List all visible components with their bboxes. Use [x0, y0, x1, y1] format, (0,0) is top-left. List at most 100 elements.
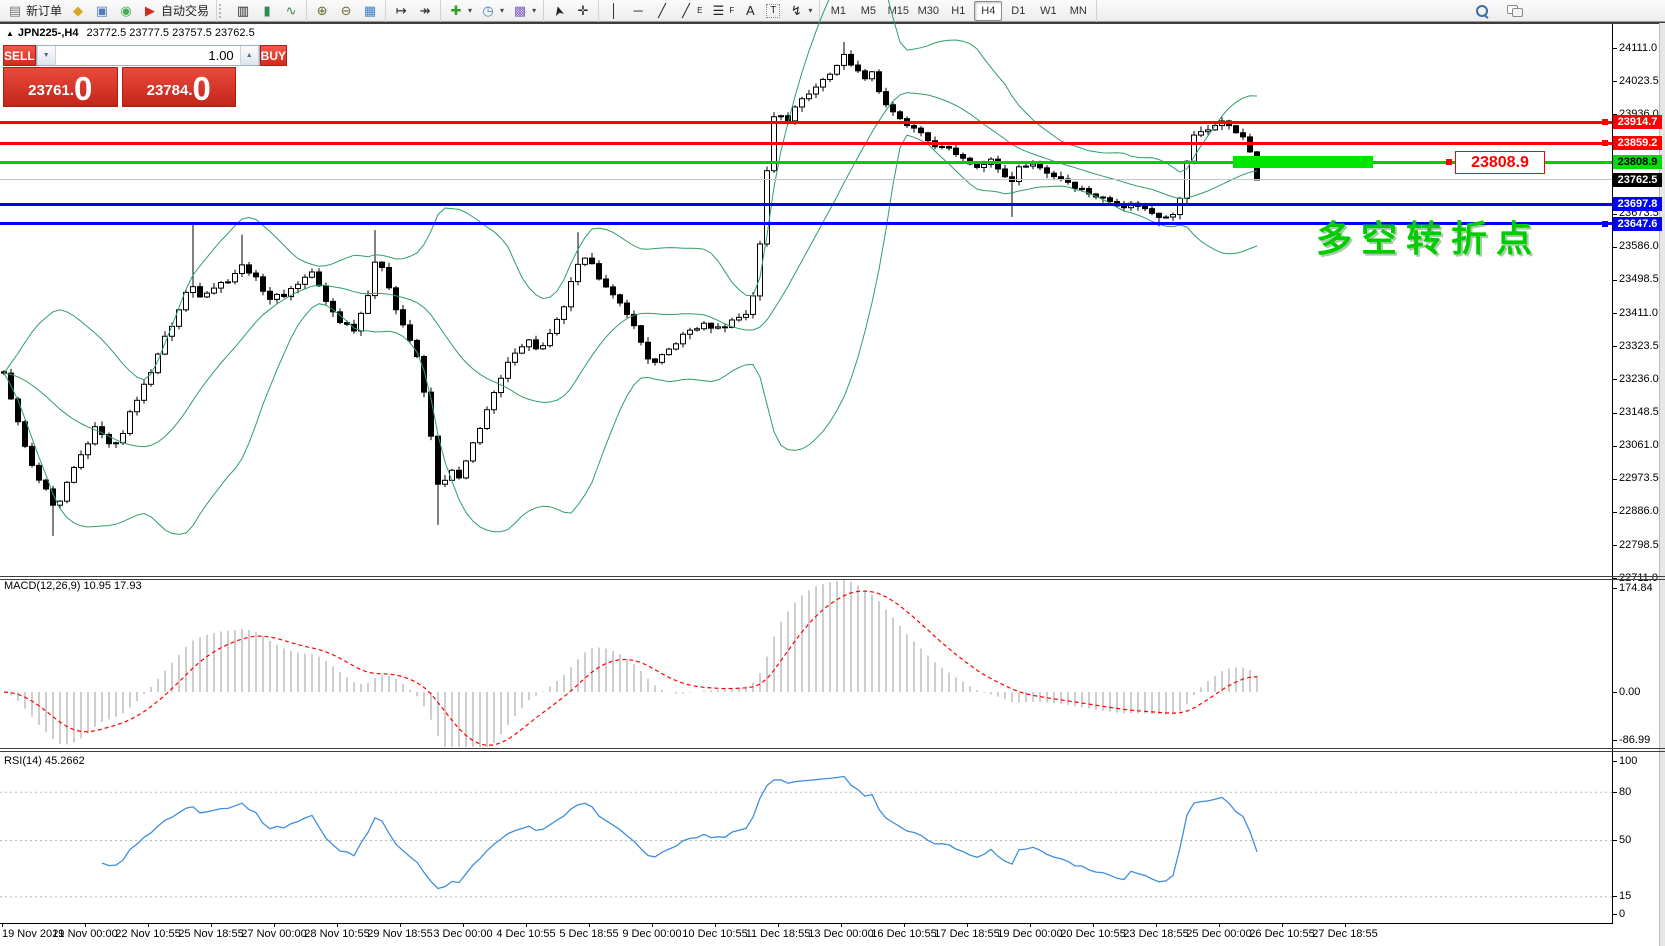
bb-lower	[3, 134, 1258, 535]
timeframe-w1[interactable]: W1	[1040, 4, 1057, 17]
one-click-trading-panel: SELL ▼ ▲ BUY 23761.0 23784.0	[3, 45, 288, 107]
auto-scroll-icon: ↦	[395, 2, 407, 18]
new-order-label: 新订单	[26, 4, 63, 18]
timeframe-m1[interactable]: M1	[830, 4, 846, 17]
terminal-window-icon: ▣	[95, 2, 109, 18]
price-axis-border[interactable]	[1612, 24, 1613, 923]
buy-price-display[interactable]: 23784. 0	[121, 67, 236, 107]
trendline-button[interactable]: ╱	[650, 2, 674, 20]
chart-mode-group: ▥ ▮ ∿	[228, 0, 308, 22]
volume-spinner: ▼ ▲	[35, 45, 260, 66]
macd-signal-line	[3, 590, 1258, 747]
buy-button[interactable]: BUY	[259, 45, 288, 66]
timeframe-m5[interactable]: M5	[860, 4, 876, 17]
timeframe-m30[interactable]: M30	[917, 4, 940, 17]
timeframe-m15[interactable]: M15	[887, 4, 910, 17]
text-tool-button[interactable]: A	[738, 2, 762, 20]
dropdown-caret-icon: ▾	[808, 6, 813, 15]
main-toolbar: ▤ 新订单 ◆ ▣ ◉ ▶ 自动交易 ▥ ▮ ∿ ⊕ ⊖ ▦ ↦ ↠ ✚ ▾	[0, 0, 1665, 24]
signal-icon: ◉	[120, 2, 132, 18]
volume-input[interactable]	[55, 46, 240, 65]
dropdown-caret-icon: ▾	[500, 6, 505, 15]
time-axis-line[interactable]	[0, 923, 1613, 924]
tile-windows-button[interactable]: ▦	[358, 2, 382, 20]
sell-price: 23761.	[28, 82, 75, 99]
timeframe-mn[interactable]: MN	[1069, 4, 1087, 17]
horizontal-line-button[interactable]: ─	[626, 2, 650, 20]
drawing-group: │ ─ ╱ ╱ E ☰ F A T ↯ ▾	[599, 0, 821, 22]
zoom-in-icon: ⊕	[316, 2, 328, 18]
chart-shift-icon: ↠	[419, 2, 431, 18]
zoom-in-button[interactable]: ⊕	[310, 2, 334, 20]
crosshair-button[interactable]: ✛	[571, 2, 595, 20]
auto-trading-label: 自动交易	[161, 4, 210, 18]
zoom-out-icon: ⊖	[340, 2, 352, 18]
toolbar-grip	[219, 3, 226, 18]
line-chart-icon: ∿	[285, 2, 297, 18]
search-button[interactable]	[1472, 2, 1491, 20]
signal-button[interactable]: ◉	[114, 2, 138, 20]
candlestick-mode-button[interactable]: ▮	[255, 2, 279, 20]
callout-anchor-handle[interactable]	[1446, 159, 1452, 166]
panel-separator[interactable]	[0, 576, 1665, 577]
timeframe-h4[interactable]: H4	[974, 0, 1003, 21]
template-chart-icon: ▩	[513, 2, 527, 18]
gold-diamond-button[interactable]: ◆	[66, 2, 90, 20]
sell-price-display[interactable]: 23761. 0	[3, 67, 118, 107]
channel-sub-label: E	[697, 6, 703, 15]
terminal-window-button[interactable]: ▣	[90, 2, 114, 20]
trendline-icon: ╱	[658, 2, 666, 18]
tile-windows-icon: ▦	[363, 2, 377, 18]
text-label-icon: T	[766, 3, 781, 18]
turning-point-annotation[interactable]: 多空转折点	[1316, 218, 1542, 259]
scroll-group: ↦ ↠	[386, 0, 442, 22]
timeframe-h1[interactable]: H1	[951, 4, 966, 17]
sell-button[interactable]: SELL	[3, 45, 36, 66]
new-order-button[interactable]: ▤ 新订单	[3, 2, 66, 20]
vertical-line-button[interactable]: │	[602, 2, 626, 20]
auto-trading-icon: ▶	[145, 2, 156, 18]
panel-separator[interactable]	[0, 748, 1665, 749]
templates-button[interactable]: ▩ ▾	[508, 2, 540, 20]
zoom-group: ⊕ ⊖ ▦	[307, 0, 387, 22]
rsi-line	[101, 775, 1258, 890]
ohlc-values: 23772.5 23777.5 23757.5 23762.5	[86, 27, 255, 39]
timeframe-d1[interactable]: D1	[1011, 4, 1026, 17]
symbol-period-label: JPN225-,H4	[17, 27, 79, 39]
candles	[1, 41, 1260, 536]
macd-histogram	[10, 580, 1258, 747]
line-chart-mode-button[interactable]: ∿	[279, 2, 303, 20]
arrows-tool-icon: ↯	[790, 2, 802, 18]
periods-button[interactable]: ◷ ▾	[476, 2, 508, 20]
bar-chart-mode-button[interactable]: ▥	[231, 2, 255, 20]
auto-trading-button[interactable]: ▶ 自动交易	[138, 2, 213, 20]
channel-icon: ╱	[682, 2, 690, 18]
bb-upper	[3, 0, 1258, 381]
collapse-arrow-icon[interactable]: ▲	[6, 29, 14, 38]
highlight-level-bar[interactable]	[1233, 156, 1373, 169]
insert-group: ✚ ▾ ◷ ▾ ▩ ▾	[441, 0, 545, 22]
text-tool-icon: A	[745, 2, 755, 18]
chart-shift-button[interactable]: ↠	[413, 2, 437, 20]
chat-button[interactable]	[1503, 2, 1525, 20]
price-callout-box[interactable]: 23808.9	[1455, 151, 1545, 174]
arrows-tool-button[interactable]: ↯ ▾	[784, 2, 816, 20]
clock-icon: ◷	[482, 2, 494, 18]
fibonacci-icon: ☰	[712, 2, 725, 18]
fibonacci-button[interactable]: ☰ F	[706, 2, 738, 20]
buy-price-big-digit: 0	[192, 70, 211, 107]
volume-decrease-button[interactable]: ▼	[36, 46, 56, 65]
volume-increase-button[interactable]: ▲	[239, 46, 259, 65]
zoom-out-button[interactable]: ⊖	[334, 2, 358, 20]
chat-icon	[1507, 5, 1523, 17]
dropdown-caret-icon: ▾	[468, 6, 473, 15]
auto-scroll-button[interactable]: ↦	[389, 2, 413, 20]
indicators-button[interactable]: ✚ ▾	[444, 2, 476, 20]
vertical-line-icon: │	[610, 2, 619, 18]
search-icon	[1476, 5, 1489, 19]
channel-button[interactable]: ╱ E	[674, 2, 706, 20]
panel-separator	[0, 751, 1665, 752]
timeframe-group: M1 M5 M15 M30 H1 H4 D1 W1 MN	[820, 0, 1098, 22]
text-label-button[interactable]: T	[762, 2, 784, 20]
